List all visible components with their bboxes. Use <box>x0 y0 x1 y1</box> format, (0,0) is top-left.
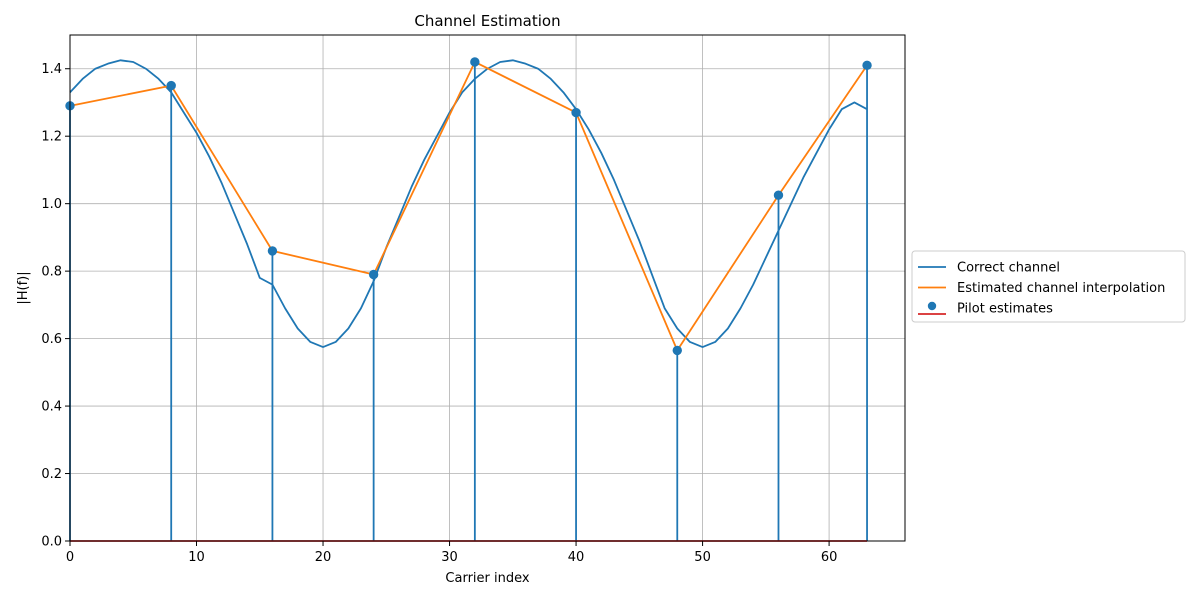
legend-marker-swatch <box>927 301 937 311</box>
x-tick-label: 50 <box>694 550 711 565</box>
y-tick-label: 0.6 <box>41 332 62 347</box>
x-tick-label: 0 <box>66 550 74 565</box>
pilot-marker <box>672 345 682 356</box>
x-tick-label: 30 <box>441 550 458 565</box>
pilot-marker <box>368 269 379 280</box>
y-tick-label: 0.8 <box>41 265 62 280</box>
legend: Correct channel Estimated channel interpo… <box>911 250 1186 323</box>
y-tick-label: 0.4 <box>41 400 62 415</box>
chart-title: Channel Estimation <box>414 12 560 30</box>
x-tick-label: 20 <box>315 550 332 565</box>
pilot-marker <box>571 107 581 118</box>
plot-frame <box>69 34 906 542</box>
x-tick-label: 40 <box>568 550 585 565</box>
pilot-marker <box>773 190 784 200</box>
legend-entry-label: Pilot estimates <box>957 302 1053 317</box>
x-axis-label: Carrier index <box>445 571 529 586</box>
y-tick-label: 1.0 <box>41 197 62 212</box>
legend-box <box>911 250 1186 323</box>
legend-entry-label: Estimated channel interpolation <box>957 281 1165 296</box>
y-axis-label: |H(f)| <box>16 271 31 304</box>
axis-ticks: 0 10 20 30 40 50 60 0.0 0.2 0.4 0.6 0.8 1.0 1.2 1.4 <box>41 62 837 565</box>
y-tick-label: 1.4 <box>41 62 62 77</box>
y-tick-label: 0.0 <box>41 535 62 550</box>
legend-entry-label: Correct channel <box>957 261 1060 276</box>
x-tick-label: 10 <box>188 550 205 565</box>
pilot-marker <box>470 57 480 67</box>
y-tick-label: 1.2 <box>41 130 62 145</box>
x-tick-label: 60 <box>821 550 838 565</box>
pilot-marker <box>862 60 872 71</box>
series-line <box>69 59 868 348</box>
pilot-marker <box>166 80 176 91</box>
pilot-marker <box>267 246 278 256</box>
y-tick-label: 0.2 <box>41 467 62 482</box>
